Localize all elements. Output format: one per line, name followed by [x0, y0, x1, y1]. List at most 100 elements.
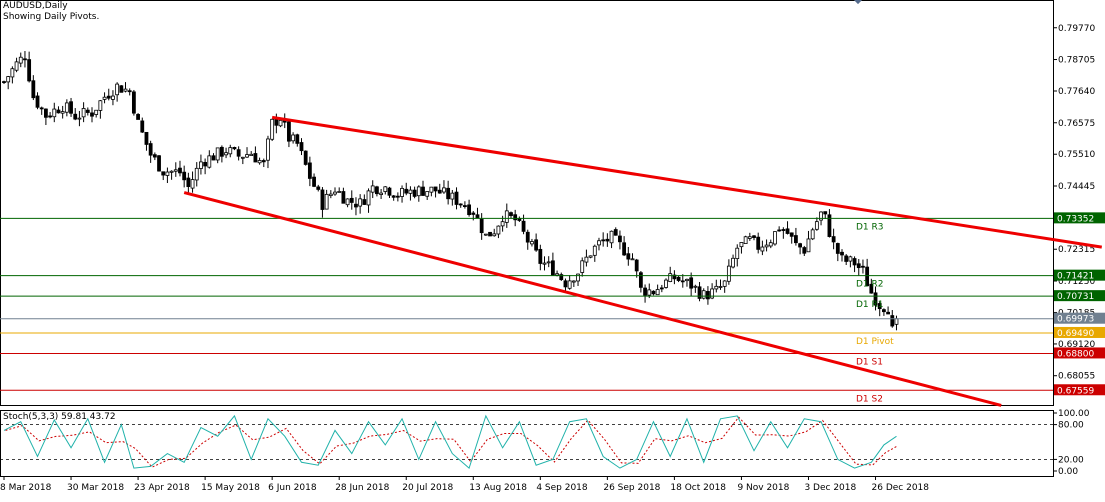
candle-body — [509, 212, 513, 217]
pivot-level-name: D1 Pivot — [856, 337, 894, 347]
candle-body — [668, 273, 673, 282]
candle-body — [433, 186, 438, 192]
candle-body — [270, 118, 275, 140]
candle-body — [823, 211, 828, 215]
candle-body — [429, 186, 434, 193]
candle-body — [98, 100, 103, 111]
candle-body — [400, 187, 404, 197]
candle-body — [215, 147, 220, 161]
candle-body — [253, 153, 258, 163]
candle-body — [64, 102, 69, 113]
candle-body — [44, 108, 48, 118]
candle-body — [18, 56, 23, 64]
candle-body — [14, 61, 19, 71]
candle-body — [718, 286, 723, 288]
candle-body — [664, 279, 668, 288]
candle-body — [550, 260, 555, 276]
candle-body — [890, 315, 895, 327]
candle-body — [370, 185, 375, 193]
candle-body — [739, 242, 744, 248]
candle-body — [157, 155, 161, 172]
candle-body — [324, 193, 329, 210]
x-tick-label: 30 Mar 2018 — [67, 483, 124, 493]
candle-body — [483, 233, 488, 236]
candle-body — [861, 265, 865, 268]
candle-body — [102, 96, 107, 100]
x-tick-label: 6 Jun 2018 — [268, 483, 317, 493]
candle-body — [588, 255, 593, 258]
candle-body — [148, 143, 153, 156]
candle-body — [127, 90, 132, 93]
candle-body — [257, 160, 262, 164]
candle-body — [722, 280, 727, 287]
candle-body — [383, 186, 388, 192]
candle-body — [2, 81, 6, 83]
candle-body — [131, 91, 136, 114]
candle-body — [320, 189, 325, 210]
x-tick-label: 4 Sep 2018 — [536, 483, 588, 493]
candle-body — [735, 247, 740, 260]
candle-body — [295, 134, 300, 144]
candle-body — [626, 253, 631, 260]
stoch-signal-line — [5, 416, 899, 468]
candle-body — [597, 240, 601, 246]
candle-body — [123, 88, 128, 92]
stoch-y-tick-label: 100.00 — [1058, 409, 1090, 419]
candle-body — [31, 80, 36, 99]
candle-body — [555, 273, 559, 276]
candle-body — [249, 153, 254, 157]
candle-body — [81, 108, 86, 118]
candle-body — [106, 95, 111, 99]
pivot-price-label: 0.69490 — [1057, 329, 1094, 339]
candle-body — [35, 95, 40, 108]
candle-body — [886, 311, 890, 315]
pivot-level-name: D1 R2 — [856, 280, 884, 290]
pivot-price-badge — [1054, 384, 1105, 396]
candle-body — [542, 262, 547, 265]
candle-body — [609, 230, 614, 244]
indicator-note: Showing Daily Pivots. — [3, 12, 100, 22]
candle-body — [814, 221, 819, 230]
stoch-y-tick-label: 0.00 — [1058, 467, 1078, 477]
stoch-y-tick-label: 80.00 — [1058, 421, 1084, 431]
candle-body — [504, 210, 509, 223]
candle-body — [169, 170, 174, 173]
candle-body — [173, 169, 178, 172]
candle-body — [571, 280, 576, 283]
pivot-price-label: 0.71421 — [1057, 272, 1094, 282]
candle-body — [442, 187, 446, 193]
candle-body — [638, 272, 643, 288]
candle-body — [630, 258, 635, 261]
candle-body — [27, 59, 32, 82]
candle-body — [266, 138, 270, 161]
candle-body — [764, 244, 769, 248]
candle-body — [345, 198, 350, 206]
candle-body — [232, 146, 237, 150]
candle-body — [337, 191, 342, 193]
y-tick-label: 0.71250 — [1058, 277, 1095, 287]
candle-body — [412, 189, 417, 197]
candle-body — [111, 95, 115, 100]
candle-body — [789, 232, 794, 237]
pivot-level-name: D1 S1 — [856, 357, 883, 367]
candle-body — [584, 256, 589, 263]
candle-body — [341, 191, 346, 204]
candle-body — [580, 260, 585, 273]
pivot-level-name: D1 R1 — [856, 300, 884, 310]
candle-body — [194, 167, 199, 181]
candle-body — [777, 229, 782, 232]
candle-body — [144, 131, 149, 145]
candle-body — [211, 155, 216, 161]
candle-body — [52, 108, 57, 118]
pivot-level-name: D1 R3 — [856, 222, 884, 232]
pivot-price-badge — [1054, 347, 1105, 359]
candle-body — [391, 195, 396, 198]
candle-body — [186, 177, 191, 187]
candle-body — [10, 68, 15, 78]
current-price-badge — [1054, 312, 1105, 324]
candle-body — [651, 290, 656, 295]
candle-body — [349, 197, 354, 203]
stoch-title: Stoch(5,3,3) 59.81 43.72 — [3, 412, 116, 422]
